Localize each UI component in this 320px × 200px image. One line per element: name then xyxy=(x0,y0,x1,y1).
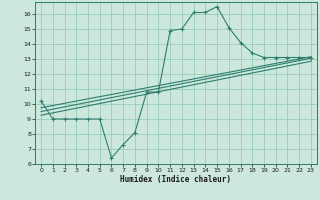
X-axis label: Humidex (Indice chaleur): Humidex (Indice chaleur) xyxy=(121,175,231,184)
